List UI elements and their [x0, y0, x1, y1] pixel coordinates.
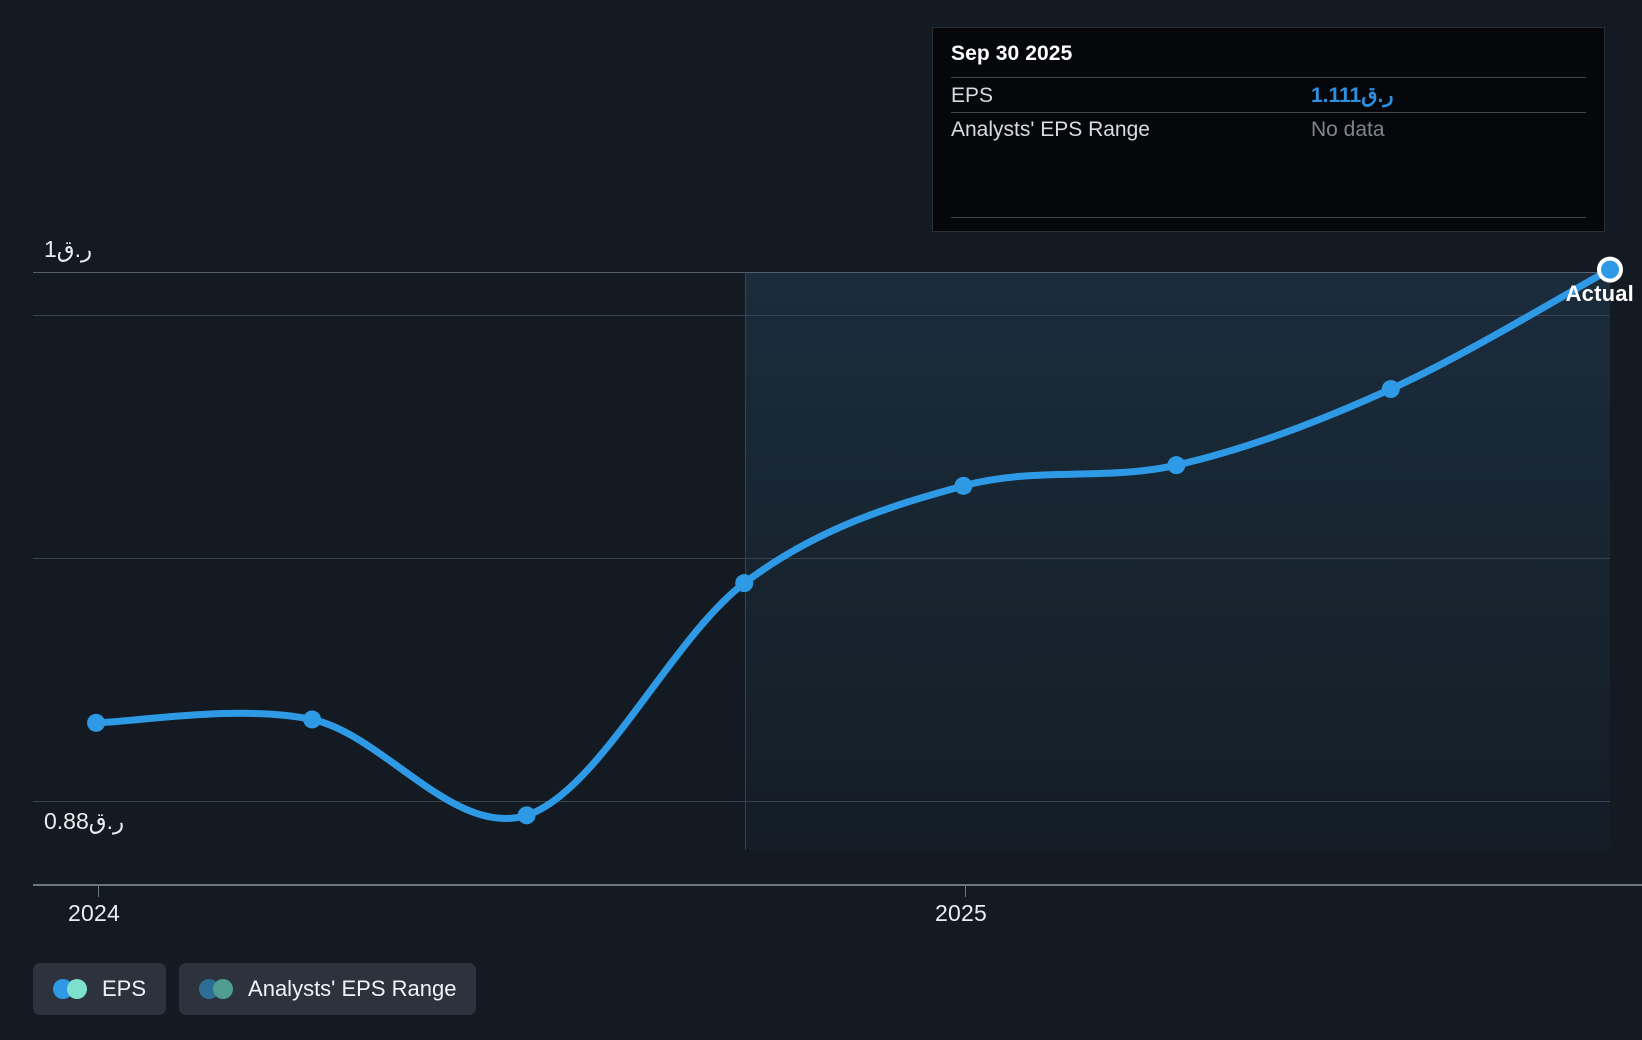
- legend-item-analysts-range[interactable]: Analysts' EPS Range: [179, 963, 477, 1015]
- tooltip-title: Sep 30 2025: [951, 42, 1073, 65]
- x-axis-tick-2025: [965, 886, 966, 897]
- tooltip-row-range: Analysts' EPS Range No data: [951, 112, 1586, 146]
- gridline-2: [33, 558, 1610, 559]
- y-axis-label-bottom: ر.ق0.88: [44, 808, 125, 834]
- legend-label-eps: EPS: [102, 976, 147, 1001]
- y-axis-label-top: ر.ق1: [44, 236, 93, 262]
- tooltip-footer-divider: [951, 217, 1586, 219]
- x-axis-label-2024: 2024: [68, 900, 120, 926]
- legend-label-analysts-range: Analysts' EPS Range: [248, 976, 457, 1001]
- eps-swatch-dot-secondary: [67, 979, 87, 999]
- plot-area: [33, 272, 1610, 850]
- x-axis-line: [33, 884, 1642, 886]
- tooltip-key-eps: EPS: [951, 83, 994, 107]
- gridline-top: [33, 272, 1610, 273]
- gridline-3: [33, 801, 1610, 802]
- gridline-1: [33, 315, 1610, 316]
- analysts-range-swatch-icon: [199, 979, 235, 999]
- tooltip-value-eps: ر.ق1.111: [1311, 84, 1394, 107]
- tooltip-row-eps: EPS ر.ق1.111: [951, 77, 1586, 112]
- tooltip-key-range: Analysts' EPS Range: [951, 118, 1150, 141]
- actual-annotation-label: Actual: [1565, 281, 1634, 306]
- eps-swatch-icon: [53, 979, 89, 999]
- tooltip-value-range: No data: [1311, 118, 1385, 141]
- forecast-divider: [745, 272, 746, 850]
- chart-tooltip: Sep 30 2025 EPS ر.ق1.111 Analysts' EPS R…: [932, 27, 1605, 232]
- legend-item-eps[interactable]: EPS: [33, 963, 167, 1015]
- x-axis-label-2025: 2025: [935, 900, 987, 926]
- historical-band: [33, 272, 745, 850]
- forecast-band: [745, 272, 1610, 850]
- chart-legend: EPS Analysts' EPS Range: [33, 963, 477, 1015]
- analysts-swatch-dot-secondary: [213, 979, 234, 999]
- x-axis-tick-2024: [98, 886, 99, 897]
